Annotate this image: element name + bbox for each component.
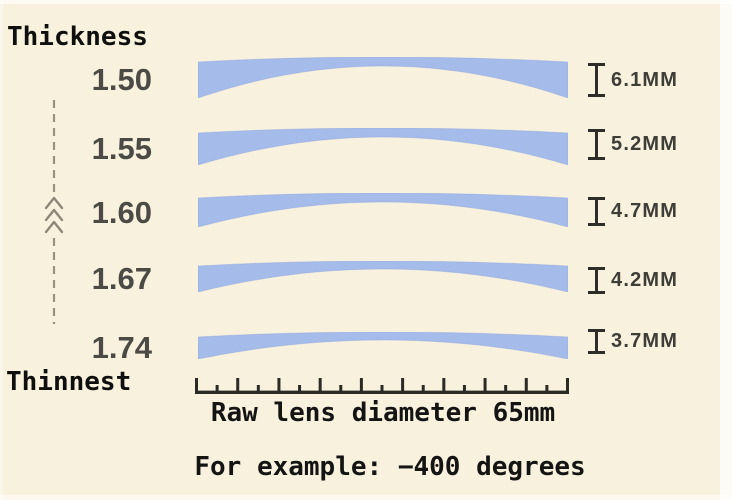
refractive-index-label: 1.50 [91,62,152,97]
thickness-measure-ibeam [588,128,605,160]
refractive-index-label: 1.55 [91,131,152,166]
thickness-measure-ibeam [588,196,605,226]
refractive-index-label: 1.67 [91,261,152,296]
edge-thickness-value: 3.7MM [611,330,679,352]
lens-cross-section [198,332,568,359]
thickness-measure-ibeam [588,63,605,97]
thickness-measure-ibeam [588,266,605,294]
lens-cross-section [198,261,568,292]
edge-thickness-value: 4.7MM [611,200,679,222]
thinnest-heading: Thinnest [6,367,132,397]
thickness-measure-ibeam [588,328,605,354]
edge-thickness-value: 5.2MM [611,133,679,155]
refractive-index-label: 1.74 [91,330,152,365]
lens-cross-section [198,193,568,227]
thickness-heading: Thickness [7,22,148,52]
example-note: For example: −400 degrees [194,452,586,482]
lens-cross-section [198,128,568,165]
edge-thickness-value: 4.2MM [611,269,679,291]
thickness-scale-guide [44,100,64,324]
lens-cross-section [198,57,568,98]
refractive-index-label: 1.60 [91,194,152,230]
ruler-label: Raw lens diameter 65mm [210,398,556,428]
lens-diameter-ruler [195,378,569,394]
chevron-up-icons [44,196,64,234]
edge-thickness-value: 6.1MM [611,69,679,91]
